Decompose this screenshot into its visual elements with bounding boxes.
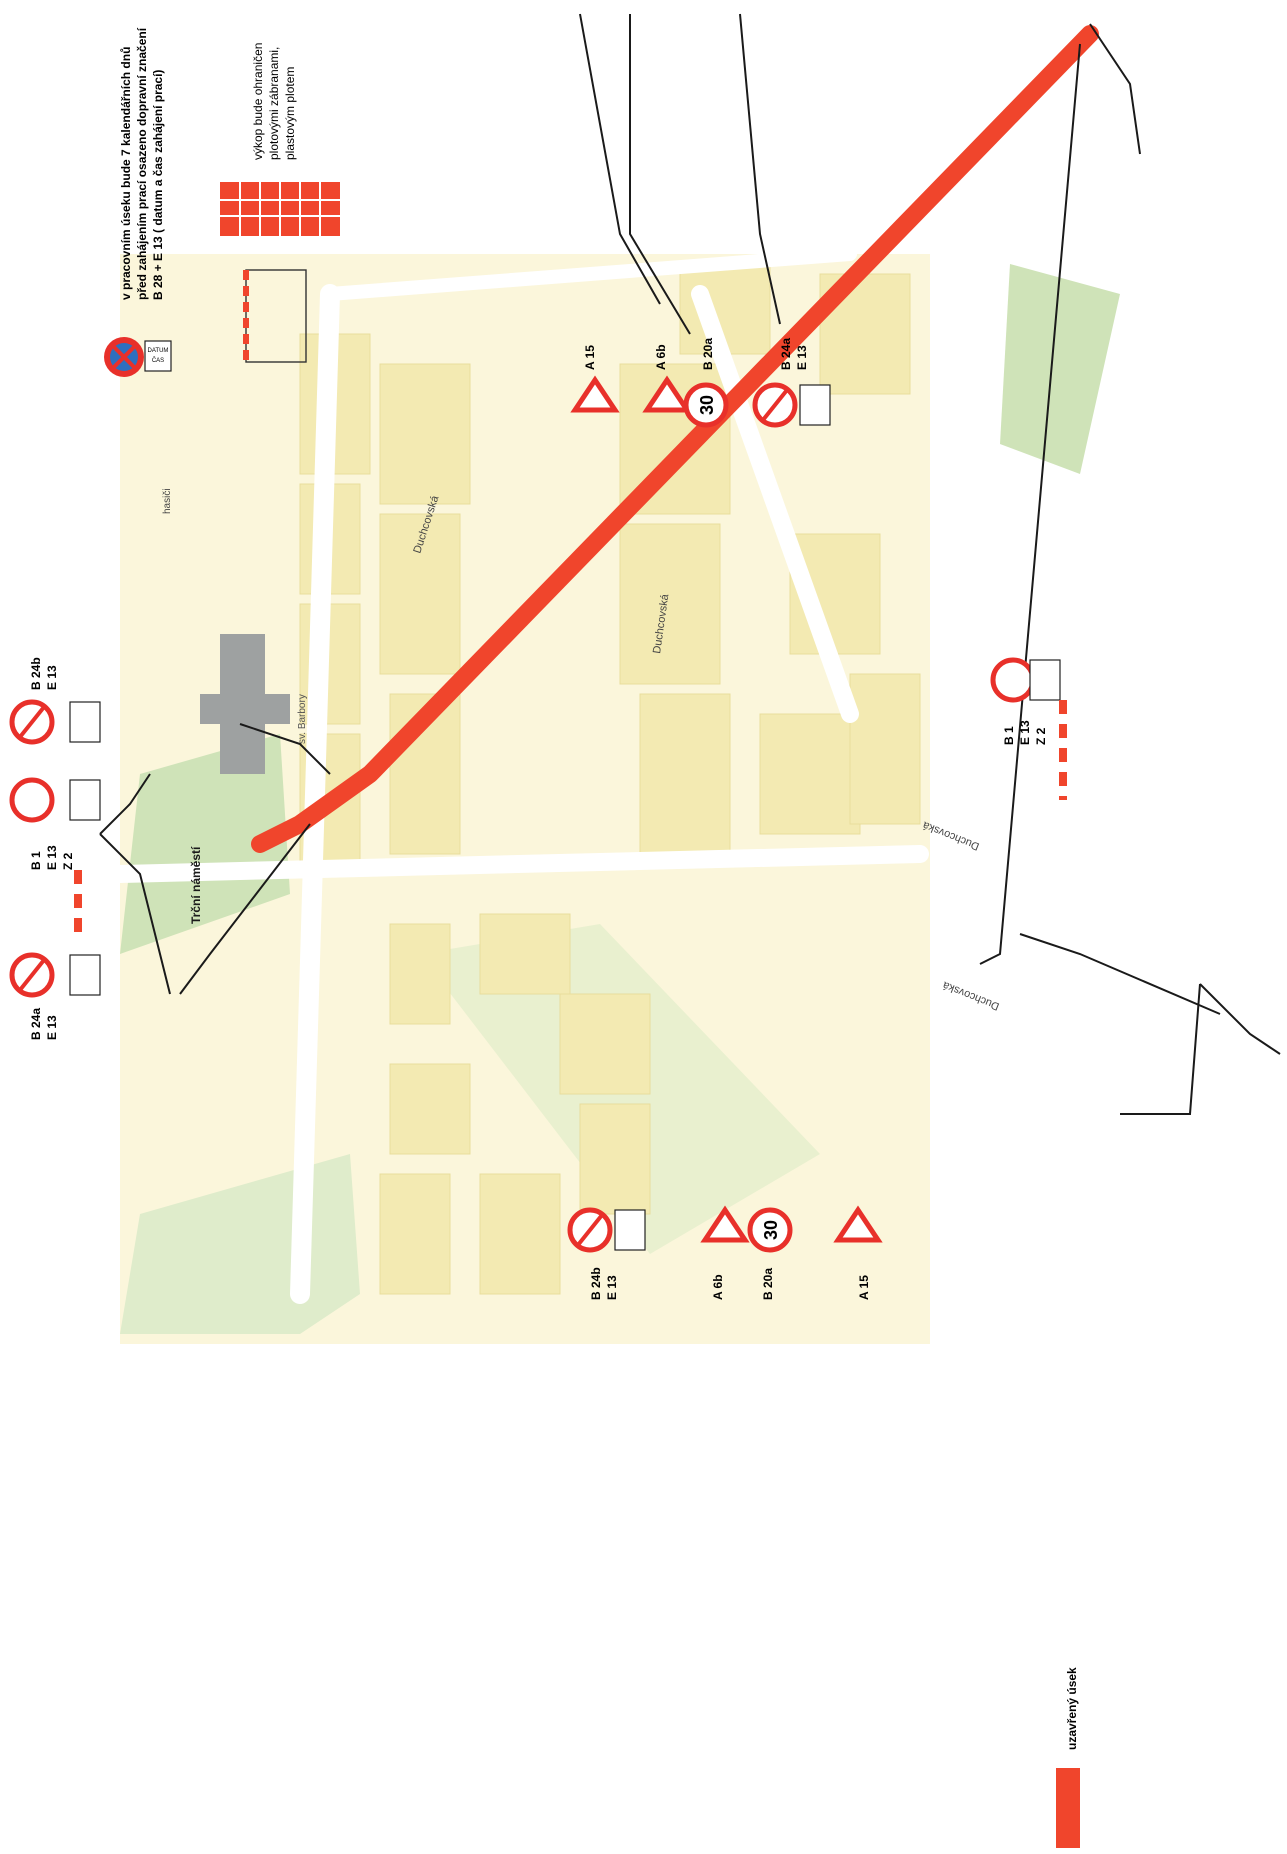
- svg-text:Z 2: Z 2: [1034, 727, 1048, 745]
- svg-text:30: 30: [697, 395, 717, 415]
- svg-text:E 13: E 13: [795, 345, 809, 370]
- sign-bottom-b1: B 1 E 13 Z 2: [990, 657, 1067, 800]
- legend-note-line: před zahájením prací osazeno dopravní zn…: [135, 27, 149, 300]
- place-label: hasiči: [162, 488, 173, 514]
- svg-text:B 20a: B 20a: [761, 1268, 775, 1300]
- svg-text:B 24a: B 24a: [29, 1008, 43, 1040]
- svg-text:Z 2: Z 2: [61, 852, 75, 870]
- legend-note-line: v pracovním úseku bude 7 kalendářních dn…: [119, 47, 133, 300]
- svg-text:B 24b: B 24b: [29, 657, 43, 690]
- street-label: Duchcovská: [940, 978, 1001, 1012]
- svg-text:E 13: E 13: [605, 1275, 619, 1300]
- svg-text:E 13: E 13: [45, 665, 59, 690]
- closed-section-legend: uzavřený úsek: [1056, 1667, 1080, 1848]
- square-label: Trční náměstí: [189, 846, 203, 924]
- sign-right-column: A 15 A 6b 30 B 20a B 24a E 13: [570, 338, 831, 428]
- svg-text:30: 30: [761, 1220, 781, 1240]
- closed-section-line: [251, 25, 1099, 853]
- svg-text:A 15: A 15: [583, 345, 597, 370]
- legend-panel: DATUM ČAS v pracovním úseku bude 7 kalen…: [104, 27, 340, 377]
- sign-top-b1: B 1 E 13 Z 2: [9, 777, 101, 940]
- sign-top-left: B 24a E 13: [9, 952, 101, 1040]
- barrier-symbol: [243, 269, 307, 363]
- svg-text:B 20a: B 20a: [701, 338, 715, 370]
- legend-note-line: plotovými zábranami,: [267, 47, 281, 160]
- sign-top-b24b: B 24b E 13: [9, 657, 101, 745]
- church-label: sv. Barbory: [297, 694, 308, 744]
- svg-text:A 6b: A 6b: [711, 1274, 725, 1300]
- svg-text:B 1: B 1: [1002, 726, 1016, 745]
- church-building: sv. Barbory: [200, 634, 308, 774]
- legend-note-line: B 28 + E 13 ( datum a čas zahájení prací…: [151, 70, 165, 300]
- fence-symbol: [220, 182, 340, 236]
- legend-note-line: výkop bude ohraničen: [251, 43, 265, 160]
- sign-left-column: B 24b E 13 A 6b 30 B 20a A 15: [567, 1205, 883, 1300]
- svg-text:B 24a: B 24a: [779, 338, 793, 370]
- svg-text:E 13: E 13: [45, 845, 59, 870]
- svg-text:E 13: E 13: [45, 1015, 59, 1040]
- legend-note-line: plastovým plotem: [283, 67, 297, 160]
- square-park: [120, 734, 290, 954]
- closed-section-label: uzavřený úsek: [1065, 1667, 1079, 1750]
- leader-lines: [99, 13, 1281, 1115]
- svg-text:B 1: B 1: [29, 851, 43, 870]
- plate-text: DATUM: [148, 348, 169, 354]
- svg-text:B 24b: B 24b: [589, 1267, 603, 1300]
- map-area: sv. Barbory Duchcovská Duchcovská Duchco…: [111, 247, 1120, 1344]
- svg-text:A 15: A 15: [857, 1275, 871, 1300]
- plate-text: ČAS: [152, 357, 164, 364]
- svg-text:A 6b: A 6b: [654, 344, 668, 370]
- svg-text:E 13: E 13: [1018, 720, 1032, 745]
